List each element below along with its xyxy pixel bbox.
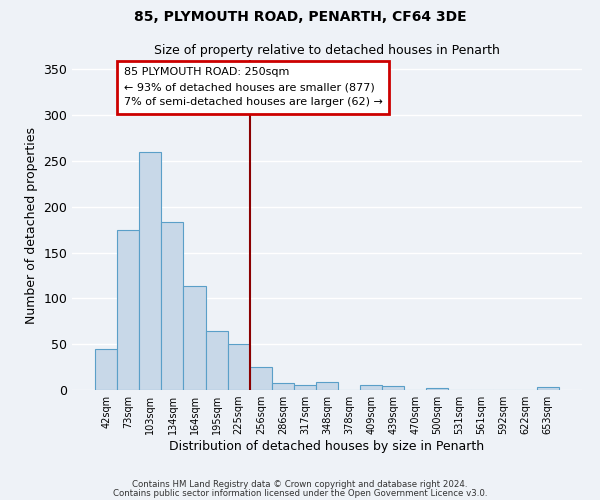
- Bar: [294, 386, 316, 390]
- X-axis label: Distribution of detached houses by size in Penarth: Distribution of detached houses by size …: [169, 440, 485, 453]
- Y-axis label: Number of detached properties: Number of detached properties: [25, 126, 38, 324]
- Bar: [360, 386, 382, 390]
- Bar: [537, 387, 559, 390]
- Text: 85, PLYMOUTH ROAD, PENARTH, CF64 3DE: 85, PLYMOUTH ROAD, PENARTH, CF64 3DE: [134, 10, 466, 24]
- Bar: [272, 382, 294, 390]
- Bar: [316, 382, 338, 390]
- Bar: [117, 230, 139, 390]
- Bar: [206, 332, 227, 390]
- Title: Size of property relative to detached houses in Penarth: Size of property relative to detached ho…: [154, 44, 500, 58]
- Bar: [139, 152, 161, 390]
- Bar: [95, 349, 117, 390]
- Bar: [250, 367, 272, 390]
- Bar: [161, 222, 184, 390]
- Bar: [427, 388, 448, 390]
- Bar: [382, 386, 404, 390]
- Text: 85 PLYMOUTH ROAD: 250sqm
← 93% of detached houses are smaller (877)
7% of semi-d: 85 PLYMOUTH ROAD: 250sqm ← 93% of detach…: [124, 68, 383, 107]
- Text: Contains public sector information licensed under the Open Government Licence v3: Contains public sector information licen…: [113, 490, 487, 498]
- Bar: [227, 344, 250, 390]
- Text: Contains HM Land Registry data © Crown copyright and database right 2024.: Contains HM Land Registry data © Crown c…: [132, 480, 468, 489]
- Bar: [184, 286, 206, 390]
